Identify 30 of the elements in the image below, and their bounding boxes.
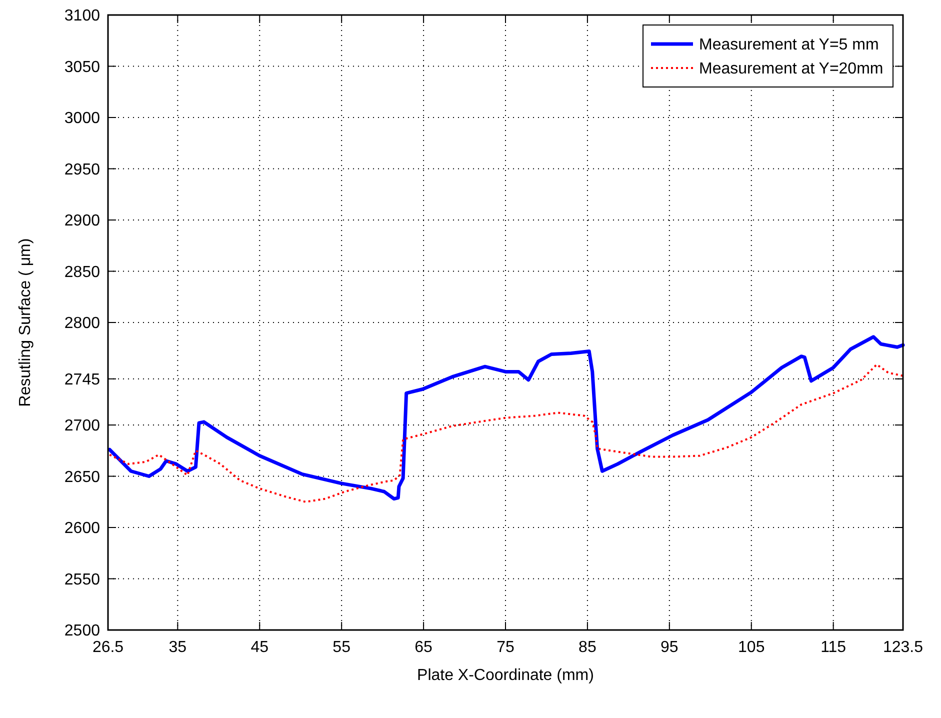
legend-label: Measurement at Y=20mm	[699, 60, 884, 78]
x-tick-label: 95	[660, 639, 678, 656]
x-tick-label: 55	[332, 639, 351, 656]
line-series	[108, 364, 904, 503]
x-tick-label: 65	[414, 639, 433, 656]
y-tick-label: 3100	[64, 8, 100, 25]
line-series	[108, 335, 905, 501]
y-tick-label: 2900	[64, 212, 100, 230]
y-tick-label: 3000	[64, 110, 100, 128]
y-tick-label: 2950	[64, 161, 100, 178]
y-tick-label: 3050	[64, 58, 100, 76]
x-tick-label: 85	[578, 639, 596, 656]
x-tick-label: 115	[820, 639, 846, 656]
y-tick-label: 2745	[64, 371, 100, 388]
y-tick-label: 2600	[64, 520, 100, 538]
x-tick-label: 123.5	[882, 639, 924, 656]
y-tick-label: 2800	[64, 315, 100, 332]
y-axis-title: Resutling Surface ( μm)	[17, 238, 34, 407]
y-tick-label: 2850	[64, 264, 100, 281]
x-tick-label: 35	[168, 639, 187, 656]
x-tick-label: 45	[250, 639, 269, 656]
x-axis-title: Plate X-Coordinate (mm)	[417, 667, 594, 684]
y-tick-label: 2500	[64, 622, 100, 640]
legend-label: Measurement at Y=5 mm	[699, 36, 879, 54]
y-tick-label: 2650	[64, 468, 100, 486]
y-tick-label: 2700	[64, 418, 100, 435]
y-tick-label: 2550	[64, 571, 100, 588]
x-tick-label: 105	[738, 639, 765, 656]
x-tick-label: 26.5	[92, 639, 124, 656]
x-tick-label: 75	[496, 639, 514, 656]
